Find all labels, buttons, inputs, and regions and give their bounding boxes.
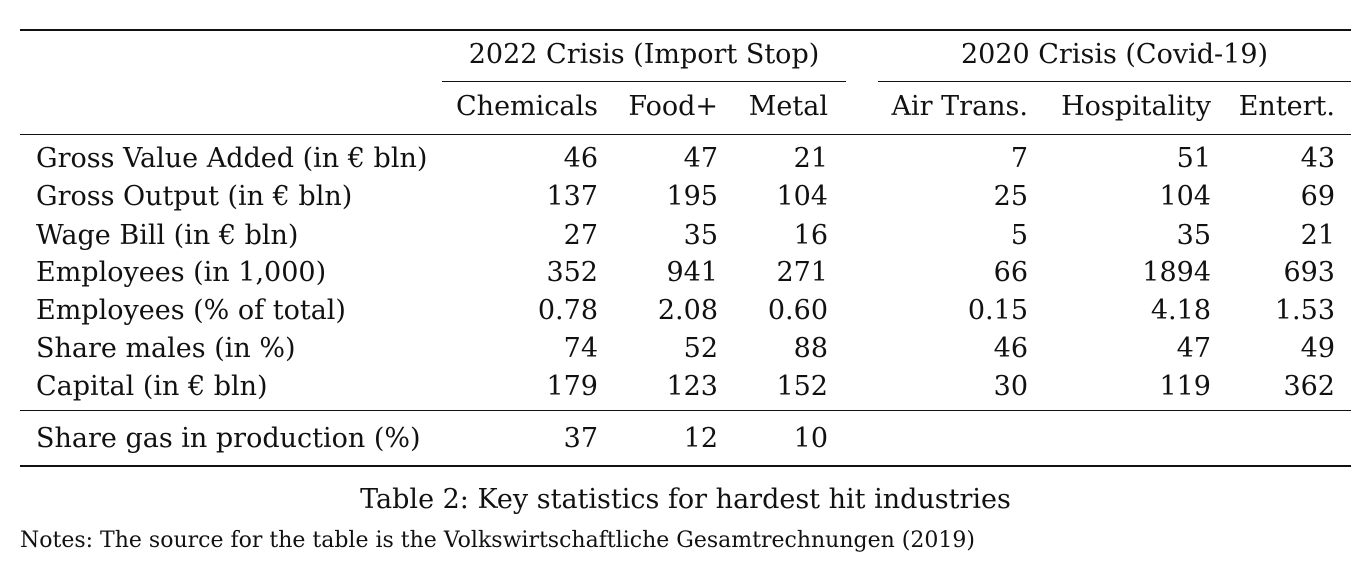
table-cell: 66: [993, 257, 1028, 288]
column-header-metal: Metal: [748, 91, 828, 122]
table-cell: 941: [666, 257, 718, 288]
table-cell: 104: [776, 181, 828, 212]
table-caption: Table 2: Key statistics for hardest hit …: [360, 484, 1011, 515]
group-underline-2022: [442, 81, 846, 82]
table-cell: 30: [993, 371, 1028, 402]
table-cell: 16: [793, 220, 828, 251]
row-label: Share males (in %): [36, 333, 296, 364]
table-cell: 21: [1300, 220, 1335, 251]
table-cell: 1.53: [1274, 295, 1335, 326]
table-cell: 46: [563, 143, 598, 174]
table-cell: 12: [683, 423, 718, 454]
table-cell: 69: [1300, 181, 1335, 212]
table-cell: 25: [993, 181, 1028, 212]
table-cell: 0.15: [967, 295, 1028, 326]
table-cell: 10: [793, 423, 828, 454]
table-cell: 2.08: [657, 295, 718, 326]
table-cell: 7: [1010, 143, 1028, 174]
table-cell: 49: [1300, 333, 1335, 364]
table-cell: 271: [776, 257, 828, 288]
column-header-air-trans: Air Trans.: [891, 91, 1028, 122]
row-label: Wage Bill (in € bln): [36, 220, 299, 251]
bottom-rule: [20, 465, 1351, 467]
table-cell: 52: [683, 333, 718, 364]
table-cell: 119: [1159, 371, 1211, 402]
table-cell: 5: [1010, 220, 1028, 251]
table-cell: 47: [683, 143, 718, 174]
row-label: Capital (in € bln): [36, 371, 268, 402]
table-cell: 152: [776, 371, 828, 402]
row-label: Gross Value Added (in € bln): [36, 143, 428, 174]
table-cell: 0.60: [767, 295, 828, 326]
table-cell: 43: [1300, 143, 1335, 174]
table-cell: 35: [683, 220, 718, 251]
group-header-2020: 2020 Crisis (Covid-19): [960, 39, 1269, 70]
group-underline-2020: [878, 81, 1351, 82]
column-header-entert: Entert.: [1238, 91, 1335, 122]
table-cell: 74: [563, 333, 598, 364]
row-label: Employees (in 1,000): [36, 257, 327, 288]
table-notes: Notes: The source for the table is the V…: [20, 528, 975, 553]
header-rule: [20, 134, 1351, 135]
row-label: Employees (% of total): [36, 295, 346, 326]
row-label: Gross Output (in € bln): [36, 181, 353, 212]
group-header-2022: 2022 Crisis (Import Stop): [468, 39, 820, 70]
row-label: Share gas in production (%): [36, 423, 421, 454]
table-cell: 195: [666, 181, 718, 212]
table-cell: 4.18: [1150, 295, 1211, 326]
table-cell: 693: [1283, 257, 1335, 288]
table-cell: 0.78: [537, 295, 598, 326]
table-cell: 47: [1176, 333, 1211, 364]
table-cell: 37: [563, 423, 598, 454]
table-cell: 51: [1176, 143, 1211, 174]
table-cell: 104: [1159, 181, 1211, 212]
column-header-hospitality: Hospitality: [1061, 91, 1211, 122]
column-header-food: Food+: [628, 91, 718, 122]
table-cell: 35: [1176, 220, 1211, 251]
mid-rule: [20, 410, 1351, 411]
column-header-chemicals: Chemicals: [456, 91, 598, 122]
table-cell: 88: [793, 333, 828, 364]
top-rule: [20, 29, 1351, 31]
table-cell: 137: [546, 181, 598, 212]
table-cell: 362: [1283, 371, 1335, 402]
table-cell: 352: [546, 257, 598, 288]
table-cell: 21: [793, 143, 828, 174]
table-cell: 46: [993, 333, 1028, 364]
table-cell: 1894: [1142, 257, 1211, 288]
table-cell: 123: [666, 371, 718, 402]
table-cell: 179: [546, 371, 598, 402]
table-cell: 27: [563, 220, 598, 251]
